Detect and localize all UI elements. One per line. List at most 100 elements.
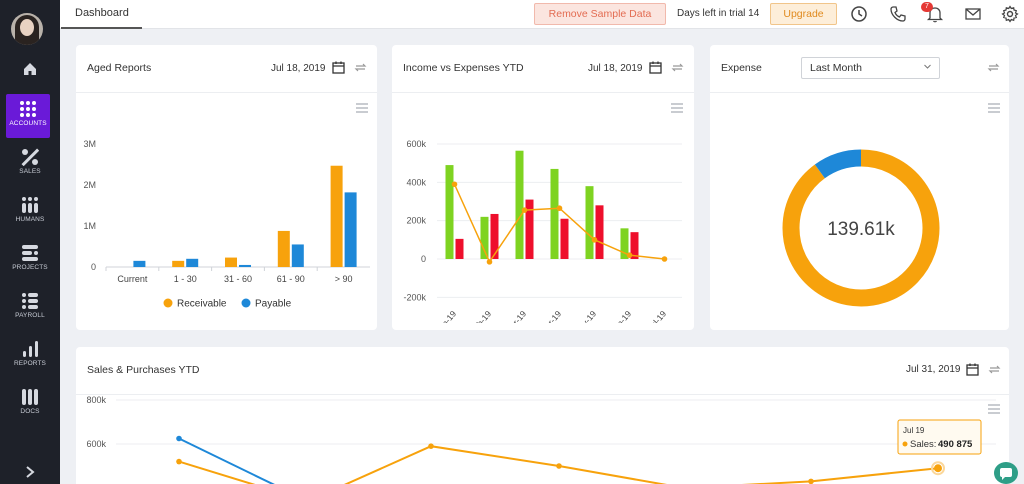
period-select[interactable]: Last Month: [801, 57, 940, 79]
bar-payable: [133, 260, 146, 267]
refresh-icon[interactable]: [671, 61, 684, 74]
tooltip-date: Jul 19: [903, 426, 925, 435]
card-title: Aged Reports: [87, 62, 152, 74]
aged-reports-card: Aged Reports Jul 18, 2019 0 1M 2M 3M Current…: [76, 45, 377, 330]
sidebar-item-payroll[interactable]: PAYROLL: [0, 288, 60, 334]
upgrade-button[interactable]: Upgrade: [770, 3, 837, 25]
bar-payable: [186, 258, 199, 267]
chat-button[interactable]: [994, 462, 1018, 484]
chart-menu-icon[interactable]: [988, 404, 1000, 414]
x-tick-label: Jun-19: [609, 309, 634, 323]
x-tick-label: 1 - 30: [174, 274, 197, 284]
calendar-icon[interactable]: [332, 61, 345, 74]
x-tick-label: Current: [117, 274, 148, 284]
sidebar-item-humans[interactable]: HUMANS: [0, 192, 60, 238]
chevron-down-icon: [924, 64, 931, 69]
expense-donut-chart: 139.61kMaterials Purc...Cost of Sales Pr…: [782, 149, 940, 307]
notification-count-badge: 7: [921, 2, 933, 12]
y-tick-label: 600k: [86, 439, 106, 449]
chart-menu-icon[interactable]: [988, 103, 1000, 113]
humans-icon: [22, 197, 38, 213]
user-avatar[interactable]: [11, 13, 43, 45]
calendar-icon[interactable]: [649, 61, 662, 74]
bar-payable: [291, 244, 304, 267]
profit-point: [451, 181, 458, 188]
card-title: Income vs Expenses YTD: [403, 62, 524, 74]
donut-center-value: 139.61k: [827, 219, 895, 240]
top-bar: Dashboard Remove Sample Data Days left i…: [60, 0, 1024, 29]
donut-slice: [782, 149, 940, 307]
highlight-ring: [931, 461, 945, 476]
profit-point: [556, 205, 563, 212]
sidebar-item-accounts[interactable]: ACCOUNTS: [6, 94, 50, 138]
tooltip-value: 490 875: [938, 439, 973, 450]
y-tick-label: 200k: [406, 216, 426, 226]
x-tick-label: Apr-19: [539, 309, 563, 323]
period-select-value: Last Month: [810, 62, 862, 74]
chat-icon: [1000, 468, 1012, 480]
calendar-icon[interactable]: [966, 363, 979, 376]
bar-expense: [630, 232, 639, 259]
tab-dashboard[interactable]: Dashboard: [61, 0, 142, 29]
income-expenses-card: Income vs Expenses YTD Jul 18, 2019 -200…: [392, 45, 694, 330]
line-purchases: [178, 437, 275, 484]
point-sales: [808, 478, 814, 484]
bar-income: [515, 150, 524, 259]
legend-label: Receivable: [177, 299, 227, 310]
clock-icon[interactable]: [850, 5, 868, 23]
mail-icon[interactable]: [964, 5, 982, 23]
bar-receivable: [330, 165, 343, 267]
sidebar-expand-button[interactable]: [0, 462, 60, 484]
bar-expense: [595, 205, 604, 259]
x-tick-label: Feb-19: [468, 309, 493, 323]
bar-income: [620, 228, 629, 259]
chevron-right-icon: [26, 466, 35, 478]
x-tick-label: Jul-19: [646, 309, 669, 323]
bar-income: [550, 168, 559, 259]
point-purchases: [176, 435, 182, 442]
sales-icon: [21, 148, 39, 166]
profit-point: [486, 259, 493, 265]
phone-icon[interactable]: [889, 5, 907, 23]
gear-icon[interactable]: [1001, 5, 1019, 23]
sidebar-item-label: DOCS: [20, 408, 40, 415]
tooltip-swatch: [902, 441, 908, 447]
sales-purchases-card: Sales & Purchases YTD Jul 31, 2019 800k 6…: [76, 347, 1009, 484]
docs-icon: [22, 389, 38, 405]
refresh-icon[interactable]: [354, 61, 367, 74]
sidebar-item-sales[interactable]: SALES: [0, 144, 60, 190]
tooltip-box: [897, 419, 982, 455]
refresh-icon[interactable]: [988, 363, 1001, 376]
legend-swatch: [163, 298, 173, 308]
chart-menu-icon[interactable]: [356, 103, 368, 113]
y-tick-label: -200k: [403, 292, 426, 302]
sidebar-item-docs[interactable]: DOCS: [0, 384, 60, 430]
highlight-point: [934, 464, 942, 473]
tooltip-label: Sales:: [910, 439, 936, 450]
card-date: Jul 18, 2019: [588, 63, 643, 74]
expense-card: Expense Last Month 139.61kMaterials Purc…: [710, 45, 1009, 330]
profit-point: [661, 256, 668, 262]
bar-expense: [455, 238, 464, 259]
card-date: Jul 18, 2019: [271, 63, 326, 74]
card-date: Jul 31, 2019: [906, 364, 961, 375]
sidebar-item-label: HUMANS: [15, 216, 45, 223]
bar-payable: [344, 192, 357, 267]
sidebar-item-label: PAYROLL: [15, 312, 45, 319]
y-tick-label: 0: [421, 254, 426, 264]
sidebar-item-projects[interactable]: PROJECTS: [0, 240, 60, 286]
bar-receivable: [172, 260, 185, 267]
accounts-grid-icon: [20, 101, 36, 117]
profit-point: [521, 207, 528, 213]
refresh-icon[interactable]: [987, 61, 1000, 74]
trial-days-text: Days left in trial 14: [677, 8, 760, 19]
remove-sample-data-button[interactable]: Remove Sample Data: [534, 3, 666, 25]
chart-menu-icon[interactable]: [671, 103, 683, 113]
bar-receivable: [277, 230, 290, 267]
sidebar-item-reports[interactable]: REPORTS: [0, 336, 60, 382]
sidebar-item-home[interactable]: [0, 58, 60, 82]
y-tick-label: 1M: [83, 221, 96, 231]
bar-expense: [560, 218, 569, 259]
reports-icon: [23, 341, 38, 357]
